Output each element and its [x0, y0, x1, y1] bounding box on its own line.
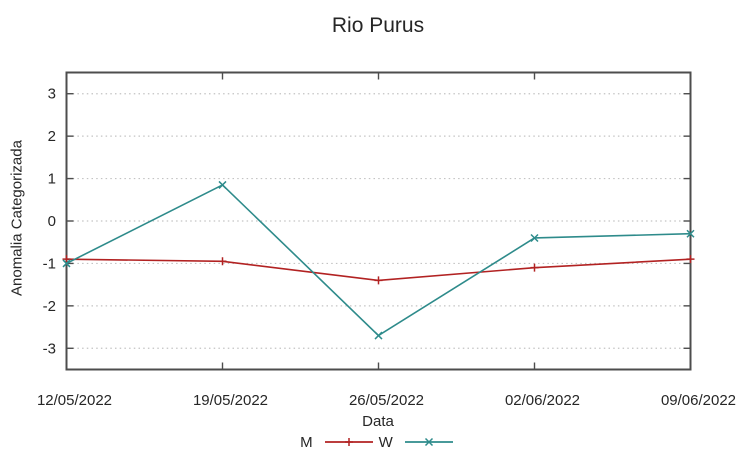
y-tick-label: 3 [48, 86, 56, 103]
y-tick-label: 1 [48, 171, 56, 188]
y-tick-label: -2 [43, 298, 56, 315]
marker-plus-m [62, 255, 71, 264]
marker-plus-m [218, 257, 227, 266]
x-axis-label: Data [362, 413, 394, 430]
plot-border [65, 71, 692, 371]
x-tick-label: 12/05/2022 [37, 392, 112, 409]
marker-cross-w [218, 180, 227, 189]
marker-cross-w [374, 331, 383, 340]
y-tick-label: 0 [48, 213, 56, 230]
legend-label-series-w: W [378, 433, 393, 451]
legend-sample-cross-icon [424, 437, 433, 447]
legend-line-sample-w [404, 437, 453, 447]
marker-cross-w [686, 229, 695, 238]
marker-plus-m [374, 276, 383, 285]
marker-plus-m [686, 255, 695, 264]
y-tick-label: -3 [43, 340, 56, 357]
marker-plus-m [530, 263, 539, 272]
marker-cross-w [530, 233, 539, 243]
chart-title: Rio Purus [331, 14, 425, 37]
legend-sample-plus-icon [344, 438, 353, 446]
x-tick-label: 02/06/2022 [505, 392, 580, 409]
y-tick-label: -1 [43, 255, 56, 272]
y-tick-label: 2 [48, 128, 56, 145]
legend: M W [0, 432, 753, 452]
x-tick-label: 19/05/2022 [193, 392, 268, 409]
marker-cross-w [62, 259, 71, 268]
x-tick-label: 09/06/2022 [661, 392, 736, 409]
legend-label-series-m: M [300, 433, 313, 451]
x-tick-label: 26/05/2022 [349, 392, 424, 409]
legend-line-sample-m [324, 438, 373, 446]
